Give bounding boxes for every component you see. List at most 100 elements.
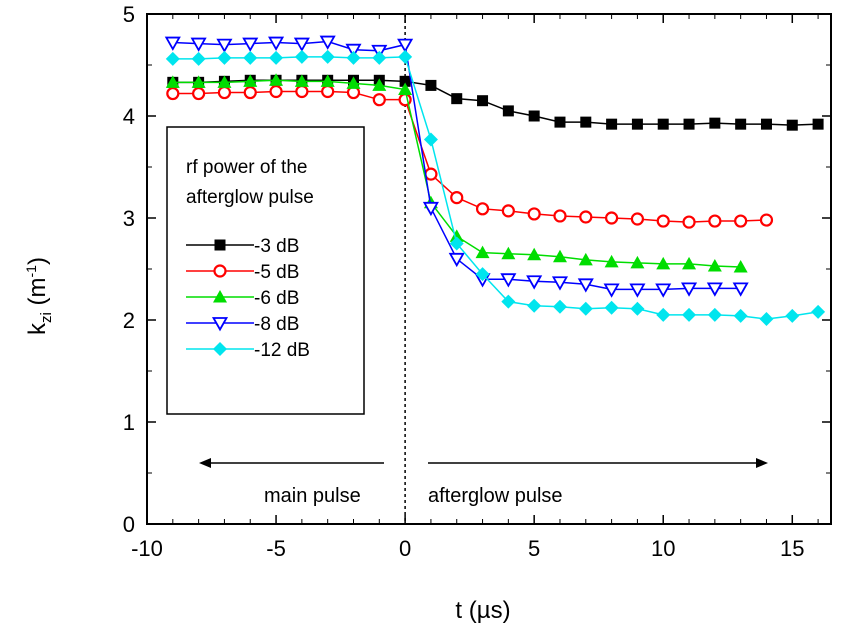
axis-ticks: -10 -5 0 5 10 15 0 1 2 3 4 5 bbox=[123, 2, 831, 561]
legend-label: -5 dB bbox=[254, 262, 299, 283]
data-point bbox=[242, 37, 259, 52]
x-tick-label: 0 bbox=[399, 536, 411, 561]
data-point bbox=[786, 119, 798, 131]
data-point bbox=[708, 214, 722, 228]
data-point bbox=[500, 273, 517, 288]
data-point bbox=[733, 259, 748, 273]
data-point bbox=[552, 299, 567, 314]
series-4 bbox=[165, 49, 826, 326]
data-point bbox=[501, 204, 515, 218]
data-point bbox=[295, 84, 309, 99]
main-pulse-label: main pulse bbox=[264, 485, 361, 507]
data-point bbox=[680, 282, 698, 297]
y-axis-label: kzi (m-1) bbox=[23, 257, 55, 335]
data-point bbox=[165, 75, 180, 88]
data-point bbox=[501, 246, 516, 260]
x-axis-label: t (µs) bbox=[455, 597, 510, 624]
data-point bbox=[268, 36, 285, 51]
x-tick-label: -5 bbox=[266, 536, 286, 561]
data-point bbox=[735, 118, 747, 130]
data-point bbox=[191, 75, 206, 88]
main-pulse-arrowhead bbox=[199, 458, 211, 468]
series-line bbox=[172, 79, 819, 126]
data-point bbox=[243, 74, 258, 87]
data-point bbox=[528, 110, 540, 122]
data-point bbox=[551, 276, 569, 291]
y-tick-label: 5 bbox=[123, 2, 135, 27]
data-point bbox=[294, 49, 309, 64]
data-point bbox=[682, 307, 697, 322]
afterglow-pulse-arrowhead bbox=[756, 458, 768, 468]
data-point bbox=[345, 43, 362, 59]
data-point bbox=[269, 73, 284, 86]
data-point bbox=[605, 211, 619, 225]
data-point bbox=[527, 207, 541, 221]
data-point bbox=[526, 275, 543, 290]
data-point bbox=[243, 50, 258, 65]
data-point bbox=[451, 93, 463, 105]
data-point bbox=[477, 95, 489, 107]
legend-title-line-1: rf power of the bbox=[186, 157, 307, 178]
data-point bbox=[346, 50, 361, 65]
data-point bbox=[321, 84, 335, 99]
legend-marker bbox=[211, 317, 229, 332]
data-point bbox=[604, 254, 619, 268]
data-point bbox=[164, 36, 181, 51]
data-point bbox=[449, 236, 464, 251]
data-point bbox=[502, 105, 514, 117]
legend-label: -8 dB bbox=[254, 314, 299, 335]
data-point bbox=[577, 278, 594, 293]
data-point bbox=[166, 86, 180, 101]
data-point bbox=[269, 50, 284, 65]
data-point bbox=[449, 229, 464, 242]
data-point bbox=[372, 93, 386, 107]
data-point bbox=[190, 37, 207, 52]
series-0 bbox=[167, 74, 824, 131]
data-point bbox=[553, 209, 567, 223]
data-point bbox=[706, 282, 723, 297]
legend: rf power of the afterglow pulse -3 dB -5 … bbox=[166, 126, 365, 415]
data-point bbox=[656, 307, 671, 322]
data-point bbox=[216, 38, 233, 53]
series-3 bbox=[164, 35, 749, 298]
data-point bbox=[734, 214, 748, 228]
data-point bbox=[448, 252, 465, 268]
data-point bbox=[656, 256, 671, 270]
y-axis-label-sub: zi bbox=[38, 312, 55, 323]
data-point bbox=[811, 304, 826, 319]
data-point bbox=[759, 213, 774, 227]
data-point bbox=[527, 247, 542, 261]
data-point bbox=[294, 74, 309, 87]
x-tick-label: 15 bbox=[780, 536, 804, 561]
data-point bbox=[760, 118, 772, 130]
data-point bbox=[603, 283, 620, 298]
x-tick-label: 10 bbox=[651, 536, 675, 561]
data-point bbox=[554, 116, 566, 128]
data-point bbox=[733, 308, 748, 323]
y-tick-label: 3 bbox=[123, 206, 135, 231]
data-point bbox=[398, 49, 413, 64]
data-point bbox=[217, 75, 232, 88]
data-point bbox=[269, 84, 283, 99]
data-point bbox=[578, 252, 593, 266]
y-tick-label: 0 bbox=[123, 512, 135, 537]
data-point bbox=[399, 75, 411, 87]
afterglow-pulse-label: afterglow pulse bbox=[428, 485, 563, 507]
data-point bbox=[320, 49, 335, 64]
y-tick-label: 4 bbox=[123, 104, 135, 129]
legend-entries: -3 dB -5 dB -6 dB -8 dB -12 dB bbox=[186, 236, 310, 361]
data-point bbox=[552, 249, 567, 263]
y-axis-label-main: k bbox=[24, 322, 51, 335]
legend-label: -3 dB bbox=[254, 236, 299, 257]
data-point bbox=[475, 245, 490, 259]
data-point bbox=[475, 267, 490, 282]
data-point bbox=[398, 82, 413, 95]
data-point bbox=[217, 85, 232, 100]
data-point bbox=[604, 300, 619, 315]
data-point bbox=[475, 202, 490, 216]
data-point bbox=[423, 132, 438, 147]
data-point bbox=[630, 255, 645, 269]
legend-marker bbox=[214, 239, 226, 251]
y-axis-label-unit: (m bbox=[24, 277, 51, 312]
